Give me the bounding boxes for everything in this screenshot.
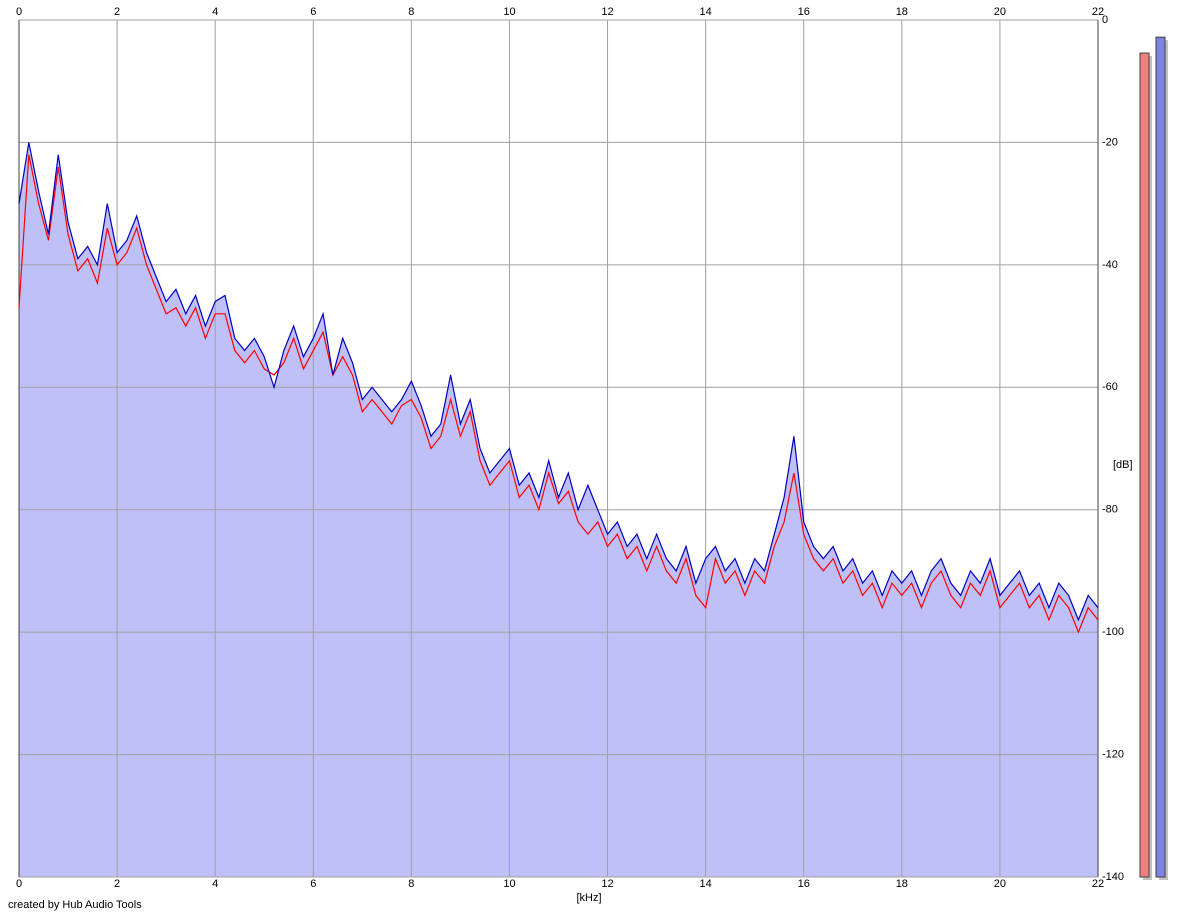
y-tick-label: -80 (1102, 504, 1118, 516)
y-tick-label: -60 (1102, 381, 1118, 393)
spectrum-line (18, 142, 1099, 622)
x-tick-label: 20 (994, 878, 1006, 890)
y-tick-label: -20 (1102, 136, 1118, 148)
x-tick-label: 10 (503, 6, 515, 18)
x-tick-label: 6 (310, 6, 316, 18)
x-tick-label: 0 (16, 878, 22, 890)
x-tick-label: 14 (700, 878, 712, 890)
x-tick-label: 22 (1092, 878, 1104, 890)
x-tick-label: 4 (212, 6, 218, 18)
x-tick-label: 16 (798, 878, 810, 890)
y-axis-label: [dB] (1113, 459, 1133, 471)
x-tick-label: 16 (798, 6, 810, 18)
x-tick-label: 8 (408, 6, 414, 18)
x-tick-label: 0 (16, 6, 22, 18)
x-tick-label: 12 (601, 878, 613, 890)
x-tick-label: 14 (700, 6, 712, 18)
x-tick-label: 22 (1092, 6, 1104, 18)
y-tick-label: -40 (1102, 259, 1118, 271)
x-tick-label: 18 (896, 878, 908, 890)
x-tick-label: 12 (601, 6, 613, 18)
x-tick-label: 2 (114, 878, 120, 890)
x-tick-label: 8 (408, 878, 414, 890)
footer: created by Hub Audio Tools (8, 899, 142, 911)
y-tick-label: -100 (1102, 626, 1124, 638)
x-tick-label: 6 (310, 878, 316, 890)
y-tick-label: -140 (1102, 871, 1124, 883)
x-tick-label: 20 (994, 6, 1006, 18)
spectrum-line (18, 154, 1099, 634)
level-meter (1139, 52, 1150, 878)
x-tick-label: 4 (212, 878, 218, 890)
x-tick-label: 2 (114, 6, 120, 18)
x-tick-label: 10 (503, 878, 515, 890)
level-meter (1155, 36, 1166, 878)
y-tick-label: -120 (1102, 748, 1124, 760)
x-tick-label: 18 (896, 6, 908, 18)
y-tick-label: 0 (1102, 14, 1108, 26)
x-axis-label: [kHz] (576, 892, 601, 904)
